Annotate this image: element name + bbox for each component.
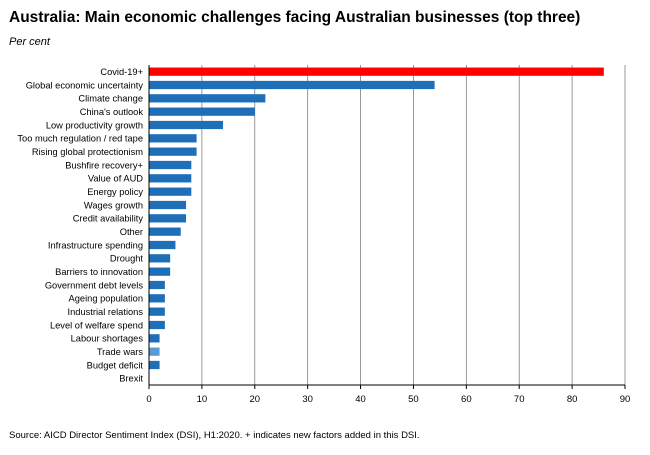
x-tick-label: 0 bbox=[146, 394, 151, 405]
bar bbox=[149, 347, 160, 356]
category-label: Other bbox=[120, 227, 143, 237]
category-label: Value of AUD bbox=[88, 174, 143, 184]
bar bbox=[149, 80, 435, 90]
category-label: Too much regulation / red tape bbox=[17, 134, 143, 144]
x-tick-label: 40 bbox=[355, 394, 366, 405]
category-label: Bushfire recovery+ bbox=[65, 160, 143, 170]
bar bbox=[149, 334, 160, 343]
bar bbox=[149, 147, 197, 156]
category-label: Covid-19+ bbox=[100, 67, 143, 77]
x-tick-label: 10 bbox=[197, 394, 208, 405]
category-label: Low productivity growth bbox=[46, 120, 143, 130]
category-label: Rising global protectionism bbox=[32, 147, 143, 157]
category-label: Infrastructure spending bbox=[48, 240, 143, 250]
category-label: Budget deficit bbox=[87, 360, 144, 370]
bar bbox=[149, 120, 224, 130]
category-label: Level of welfare spend bbox=[50, 320, 143, 330]
chart-subtitle: Per cent bbox=[9, 36, 50, 48]
bar bbox=[149, 254, 171, 263]
bar bbox=[149, 267, 171, 276]
bar bbox=[149, 134, 197, 143]
category-label: China's outlook bbox=[80, 107, 144, 117]
bar bbox=[149, 174, 192, 183]
category-label: Government debt levels bbox=[45, 280, 144, 290]
x-tick-label: 70 bbox=[514, 394, 525, 405]
bar bbox=[149, 360, 160, 370]
source-note: Source: AICD Director Sentiment Index (D… bbox=[9, 430, 420, 441]
bar bbox=[149, 320, 165, 330]
category-label: Trade wars bbox=[97, 347, 144, 357]
x-tick-label: 50 bbox=[408, 394, 419, 405]
category-label: Wages growth bbox=[84, 200, 143, 210]
x-tick-label: 80 bbox=[567, 394, 578, 405]
bar bbox=[149, 94, 266, 103]
category-label: Brexit bbox=[119, 374, 143, 384]
category-label: Global economic uncertainty bbox=[26, 80, 144, 90]
chart-title: Australia: Main economic challenges faci… bbox=[9, 9, 581, 26]
x-tick-label: 20 bbox=[249, 394, 260, 405]
bar bbox=[149, 200, 187, 210]
bar bbox=[149, 280, 165, 290]
category-label: Credit availability bbox=[73, 214, 144, 224]
category-label: Industrial relations bbox=[68, 307, 144, 317]
bar bbox=[149, 294, 165, 303]
x-tick-label: 90 bbox=[620, 394, 631, 405]
bar bbox=[149, 227, 181, 236]
bar bbox=[149, 67, 604, 76]
category-label: Ageing population bbox=[69, 294, 143, 304]
x-tick-label: 60 bbox=[461, 394, 472, 405]
category-label: Drought bbox=[110, 254, 143, 264]
category-label: Barriers to innovation bbox=[55, 267, 143, 277]
bar bbox=[149, 160, 192, 170]
bar bbox=[149, 187, 192, 196]
bar bbox=[149, 240, 176, 250]
bar bbox=[149, 307, 165, 316]
category-label: Climate change bbox=[78, 94, 143, 104]
x-tick-label: 30 bbox=[302, 394, 313, 405]
bar bbox=[149, 107, 255, 116]
category-label: Labour shortages bbox=[71, 334, 144, 344]
bar bbox=[149, 214, 187, 223]
bar-chart: Covid-19+ Global economic uncertainty Clim… bbox=[17, 65, 631, 405]
category-label: Energy policy bbox=[87, 187, 143, 197]
